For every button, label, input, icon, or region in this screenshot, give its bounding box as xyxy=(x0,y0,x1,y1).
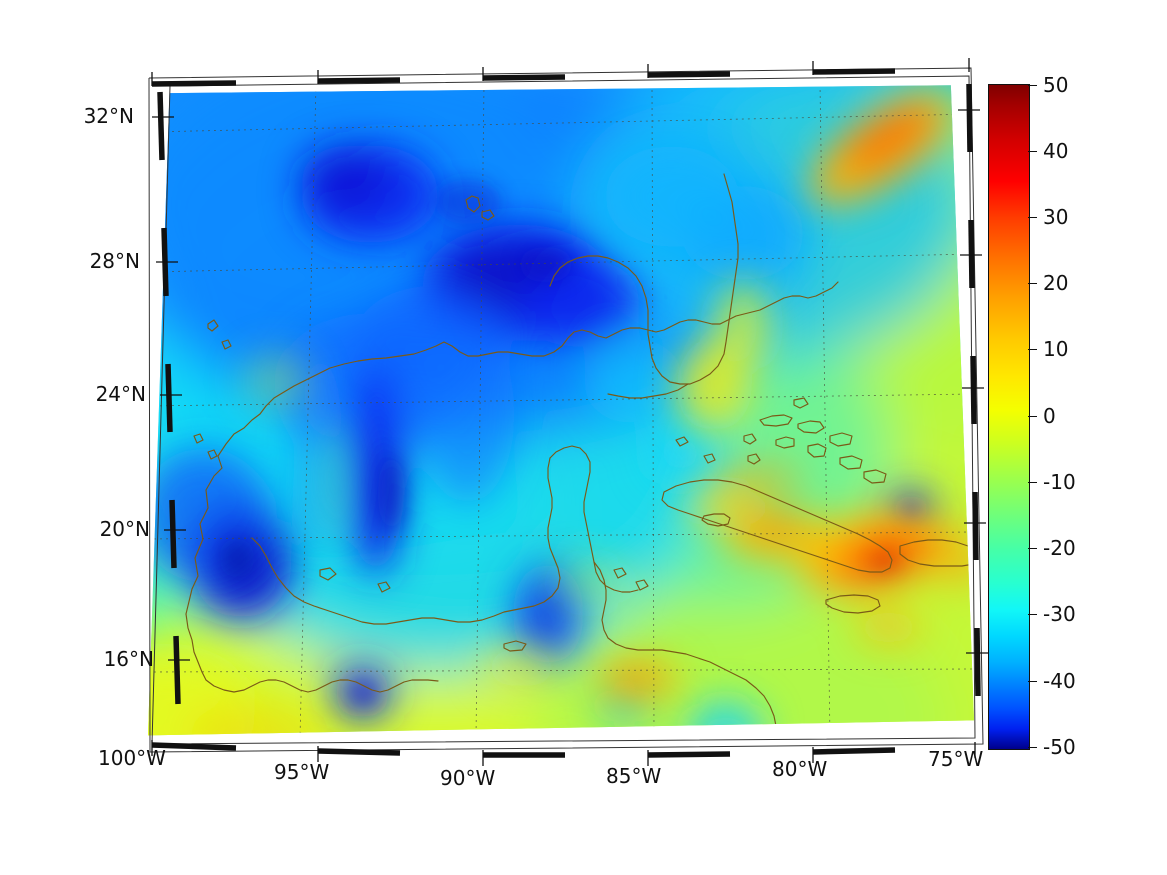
colorbar-tick-40 xyxy=(1028,151,1037,152)
colorbar-label-20: 20 xyxy=(1043,271,1069,295)
colorbar-label-10: 10 xyxy=(1043,337,1069,361)
frame-right-segments xyxy=(966,83,981,697)
colorbar: 50 40 30 20 10 0 -10 -20 -30 -40 -50 xyxy=(988,73,1163,759)
colorbar-label-m10: -10 xyxy=(1043,470,1076,494)
coastline-central-america xyxy=(594,562,776,738)
colorbar-tick-m50 xyxy=(1028,747,1037,748)
colorbar-label-m30: -30 xyxy=(1043,602,1076,626)
xtick-label-85w: 85°W xyxy=(606,764,662,788)
colorbar-tick-20 xyxy=(1028,283,1037,284)
ytick-label-16n: 16°N xyxy=(103,647,154,671)
colorbar-tick-30 xyxy=(1028,217,1037,218)
colorbar-tick-10 xyxy=(1028,349,1037,350)
coastline-campeche xyxy=(252,458,560,624)
colorbar-tick-50 xyxy=(1028,85,1037,86)
coastline-cuba xyxy=(662,480,892,572)
ytick-label-24n: 24°N xyxy=(95,382,146,406)
colorbar-tick-0 xyxy=(1028,416,1037,417)
colorbar-label-m40: -40 xyxy=(1043,669,1076,693)
frame-bottom-segments xyxy=(151,742,896,758)
coastline-bahamas xyxy=(744,398,886,483)
ytick-label-32n: 32°N xyxy=(83,104,134,128)
map-raster-clip xyxy=(148,84,974,738)
coastline-hispaniola xyxy=(900,540,974,566)
coastline-yucatan-east xyxy=(550,446,638,592)
colorbar-label-40: 40 xyxy=(1043,139,1069,163)
coastlines xyxy=(148,84,974,738)
coastline-florida xyxy=(550,174,738,384)
xtick-label-100w: 100°W xyxy=(98,746,166,770)
xtick-label-95w: 95°W xyxy=(274,760,330,784)
colorbar-label-m50: -50 xyxy=(1043,735,1076,759)
coastline-jamaica xyxy=(826,595,880,613)
frame-top-ticks xyxy=(151,58,970,86)
frame-top-segments xyxy=(151,68,896,87)
ytick-label-20n: 20°N xyxy=(99,517,150,541)
colorbar-tick-m10 xyxy=(1028,482,1037,483)
colorbar-tick-m40 xyxy=(1028,681,1037,682)
colorbar-label-0: 0 xyxy=(1043,404,1056,428)
ytick-label-28n: 28°N xyxy=(89,249,140,273)
xtick-label-90w: 90°W xyxy=(440,766,496,790)
xtick-label-75w: 75°W xyxy=(928,747,984,771)
coastline-small-islands xyxy=(194,196,715,651)
coastline-mexico-east xyxy=(186,614,438,692)
map-plot-area: 32°N 28°N 24°N 20°N 16°N 100°W 95°W 90°W… xyxy=(83,58,988,790)
colorbar-label-30: 30 xyxy=(1043,205,1069,229)
colorbar-tick-m30 xyxy=(1028,614,1037,615)
colorbar-label-50: 50 xyxy=(1043,73,1069,97)
coastline-us-gulf xyxy=(186,282,838,614)
coastline-florida-keys xyxy=(608,384,688,398)
colorbar-gradient xyxy=(988,84,1030,750)
colorbar-label-m20: -20 xyxy=(1043,536,1076,560)
colorbar-tick-m20 xyxy=(1028,548,1037,549)
xtick-label-80w: 80°W xyxy=(772,757,828,781)
